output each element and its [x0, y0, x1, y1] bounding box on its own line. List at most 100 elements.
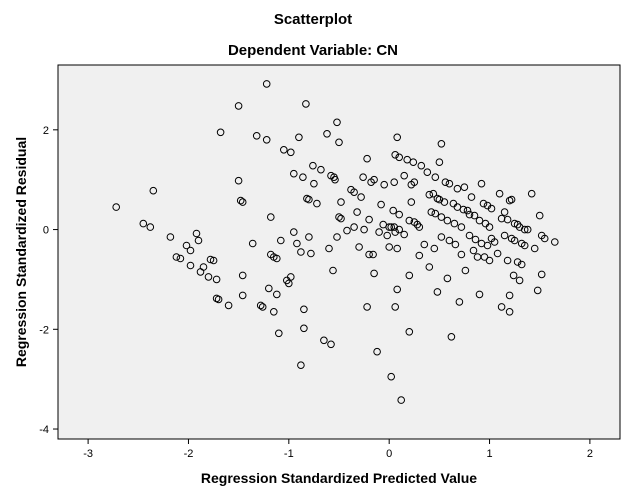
scatter-point [475, 290, 484, 299]
scatter-point [530, 244, 539, 253]
scatter-point [325, 244, 333, 253]
scatter-point [453, 184, 462, 193]
scatter-point [495, 189, 504, 198]
scatter-point [405, 328, 414, 336]
scatter-point [357, 193, 365, 201]
scatter-point [485, 256, 494, 265]
scatter-point [470, 211, 479, 220]
scatter-point [290, 228, 298, 236]
scatter-point [515, 276, 524, 285]
scatter-point [323, 130, 331, 138]
scatter-point [440, 198, 449, 206]
scatter-point [206, 255, 215, 264]
scatter-point [540, 234, 549, 243]
scatter-point [212, 275, 221, 284]
scatter-point [343, 226, 351, 235]
scatter-point [417, 161, 426, 170]
scatter-point [172, 253, 181, 261]
scatter-point [507, 195, 516, 204]
scatter-point [353, 208, 361, 216]
scatter-point [465, 210, 474, 219]
scatter-point [420, 240, 429, 249]
scatter-point [234, 102, 243, 110]
scatter-point [405, 216, 414, 225]
scatter-point [497, 303, 506, 311]
scatter-point [437, 213, 446, 221]
scatter-point [477, 179, 486, 188]
scatter-point [537, 270, 546, 279]
scatter-point [267, 213, 275, 221]
scatter-point [479, 199, 488, 208]
scatter-point [445, 236, 454, 245]
scatter-point [460, 183, 469, 191]
scatter-point [265, 284, 273, 293]
scatter-point [370, 269, 378, 278]
scatter-point [360, 225, 368, 234]
scatter-point [395, 210, 404, 219]
scatter-point [455, 298, 464, 306]
scatter-point [480, 253, 489, 261]
scatter-point [350, 188, 358, 196]
scatter-point [307, 249, 315, 258]
scatter-point [535, 211, 544, 220]
scatter-point [305, 195, 313, 204]
scatter-point [533, 286, 542, 295]
scatter-point [214, 295, 223, 304]
scatter-point [429, 189, 438, 198]
scatter-point [297, 361, 305, 370]
scatter-point [258, 303, 267, 311]
scatter-point [520, 225, 529, 234]
scatter-point [149, 186, 158, 195]
scatter-point [317, 165, 325, 174]
scatter-point [527, 189, 536, 198]
scatter-point [415, 223, 424, 231]
scatter-point [395, 153, 404, 162]
scatter-point [393, 133, 402, 142]
scatter-point [216, 128, 225, 137]
scatter-point [166, 233, 175, 241]
scatter-point [445, 179, 454, 188]
scatter-point [410, 178, 419, 186]
scatter-point [290, 169, 298, 178]
scatter-point [383, 231, 392, 240]
scatter-point [369, 250, 377, 259]
scatter-point [370, 175, 378, 184]
y-axis-title: Regression Standardized Residual [13, 137, 29, 367]
scatter-point [280, 146, 288, 154]
scatter-point [238, 291, 247, 300]
x-axis-title: Regression Standardized Predicted Value [201, 470, 477, 486]
scatter-point [391, 151, 400, 159]
scatter-point [425, 190, 434, 199]
scatter-point [437, 140, 446, 148]
scatter-point [483, 241, 492, 250]
y-tick-label: -2 [39, 324, 49, 336]
scatter-point [471, 235, 480, 244]
scatter-point [391, 228, 400, 236]
scatter-point [186, 261, 195, 270]
scatter-point [517, 260, 526, 269]
scatter-point [387, 223, 396, 231]
scatter-point [248, 239, 257, 248]
scatter-point [405, 271, 414, 280]
scatter-point [363, 303, 371, 311]
scatter-point [293, 239, 301, 248]
scatter-point [500, 208, 509, 216]
scatter-point [300, 305, 308, 314]
scatter-point [505, 291, 514, 300]
scatter-point [335, 213, 343, 221]
scatter-point [457, 223, 466, 231]
scatter-point [262, 80, 271, 88]
scatter-point [375, 228, 383, 236]
scatter-point [209, 256, 218, 265]
scatter-point [333, 118, 341, 127]
scatter-point [435, 158, 444, 166]
scatter-point [262, 136, 271, 144]
scatter-point [457, 250, 466, 259]
scatter-point [273, 290, 281, 299]
scatter-point [112, 203, 120, 211]
x-tick-label: 2 [587, 448, 593, 460]
scatter-point [397, 396, 406, 404]
scatter-point [300, 324, 308, 333]
scatter-point [415, 251, 424, 260]
